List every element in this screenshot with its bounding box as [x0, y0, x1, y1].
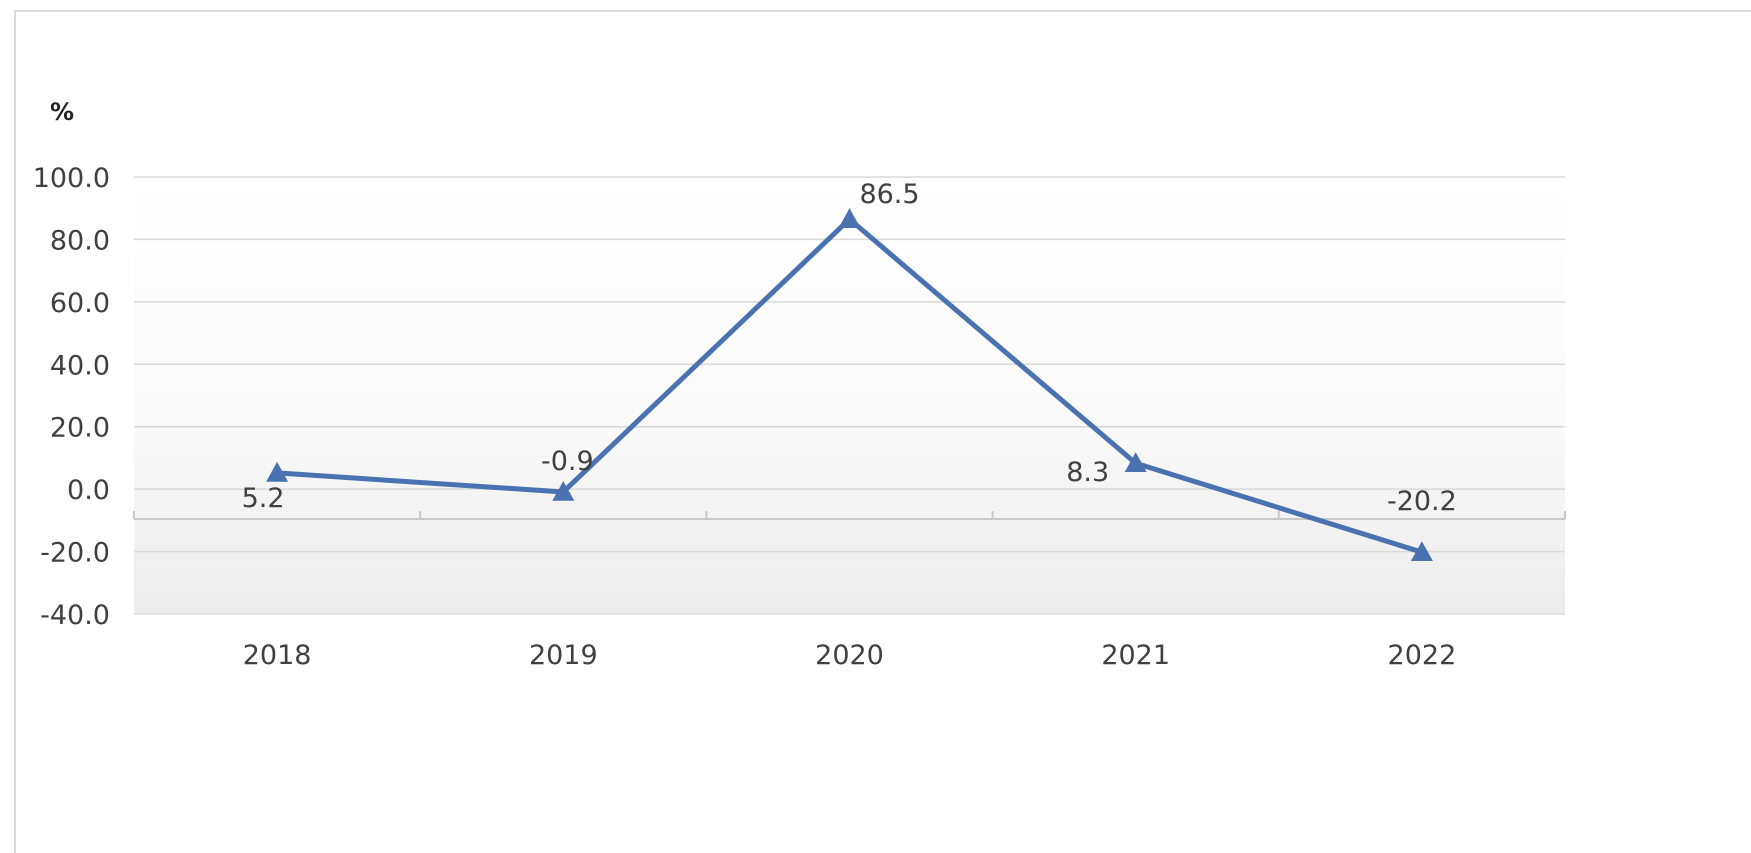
y-tick-label: -40.0 — [40, 600, 110, 631]
x-axis — [133, 511, 1566, 520]
y-axis-tick-labels: -40.0 -20.0 0.0 20.0 40.0 60.0 80.0 100.0 — [33, 163, 110, 631]
data-point-marker — [1124, 452, 1147, 473]
x-tick-label: 2021 — [1101, 640, 1170, 671]
y-tick-label: 60.0 — [50, 288, 110, 319]
y-tick-label: -20.0 — [40, 538, 110, 569]
y-tick-label: 40.0 — [50, 350, 110, 381]
y-tick-label: 0.0 — [67, 475, 110, 506]
data-label: 86.5 — [859, 179, 919, 210]
x-tick-label: 2019 — [529, 640, 598, 671]
x-axis-tick-labels: 2018 2019 2020 2021 2022 — [243, 640, 1457, 671]
data-label: -0.9 — [541, 446, 594, 477]
data-label: 8.3 — [1066, 457, 1109, 488]
x-tick-label: 2022 — [1388, 640, 1457, 671]
data-label: 5.2 — [242, 483, 285, 514]
data-labels: 5.2 -0.9 86.5 8.3 -20.2 — [242, 179, 1457, 517]
series-group — [266, 208, 1433, 561]
y-tick-label: 80.0 — [50, 225, 110, 256]
plot-area — [134, 177, 1565, 614]
data-point-marker — [552, 480, 575, 501]
y-tick-label: 100.0 — [33, 163, 110, 194]
data-point-marker — [1410, 541, 1433, 561]
y-axis-unit-label: % — [50, 98, 74, 126]
data-point-marker — [838, 208, 861, 228]
data-label: -20.2 — [1387, 486, 1457, 517]
data-point-marker — [266, 461, 289, 482]
y-tick-label: 20.0 — [50, 413, 110, 444]
gridlines — [134, 176, 1565, 615]
x-tick-label: 2020 — [815, 640, 884, 671]
x-tick-label: 2018 — [243, 640, 312, 671]
